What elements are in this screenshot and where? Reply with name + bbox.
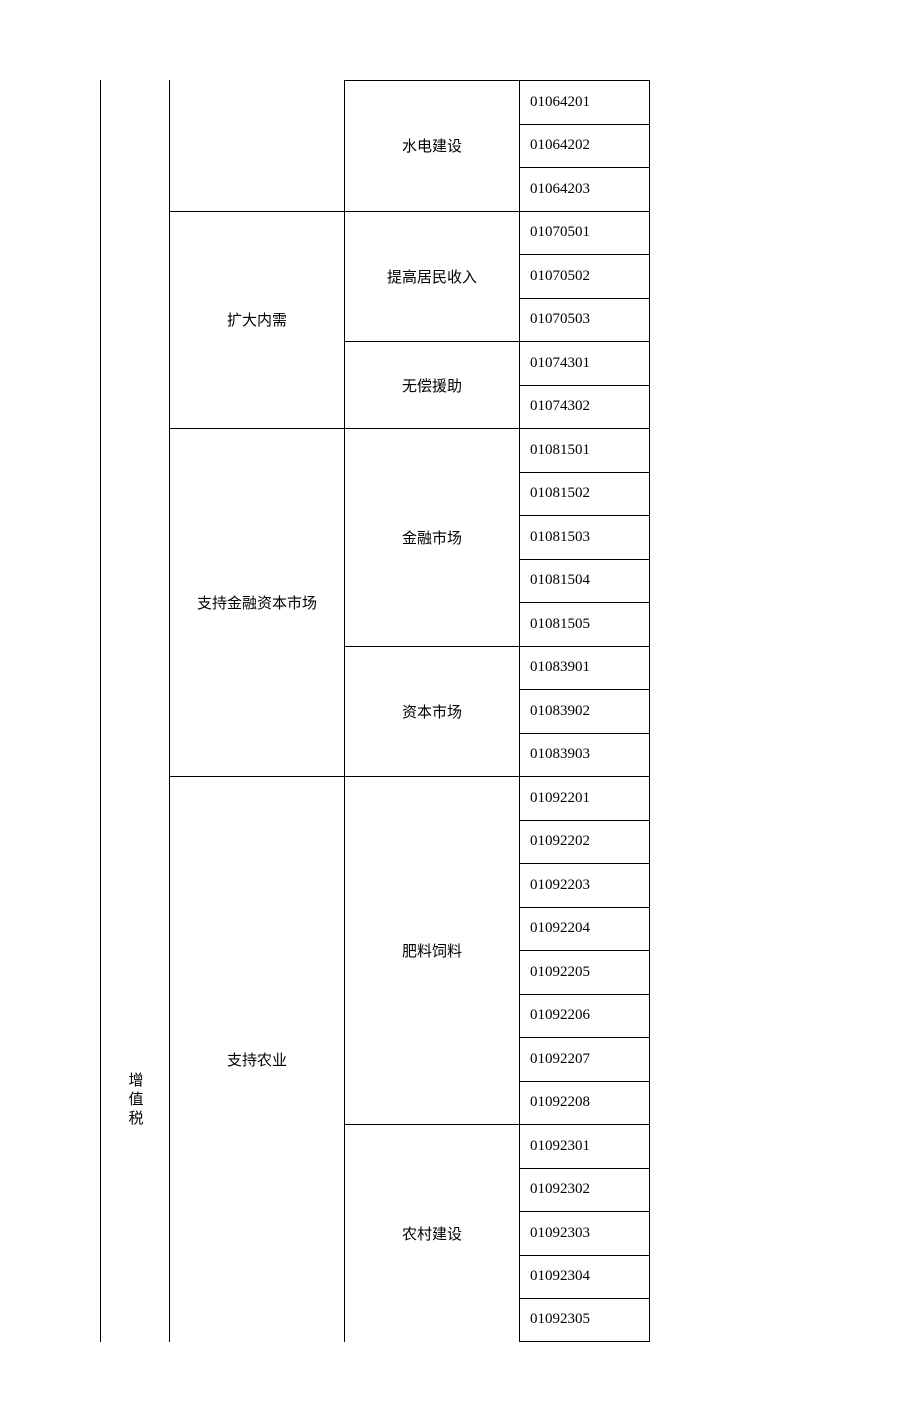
subcategory-label: 水电建设 [402, 135, 462, 156]
category-cell: 支持金融资本市场 [170, 428, 345, 776]
code-value: 01083901 [530, 659, 590, 676]
code-value: 01081502 [530, 485, 590, 502]
code-cell: 01092205 [520, 950, 650, 994]
category-label: 支持农业 [227, 1049, 287, 1070]
code-value: 01092301 [530, 1138, 590, 1155]
col3-subcategories: 水电建设 提高居民收入 无偿援助 金融市场 资本市场 肥料饲料 农村建设 [345, 80, 520, 1342]
subcategory-cell: 水电建设 [345, 80, 520, 211]
code-value: 01074301 [530, 355, 590, 372]
subcategory-cell: 提高居民收入 [345, 211, 520, 342]
subcategory-label: 提高居民收入 [387, 266, 477, 287]
col2-categories: 扩大内需 支持金融资本市场 支持农业 [170, 80, 345, 1342]
code-cell: 01081505 [520, 602, 650, 646]
code-cell: 01064201 [520, 80, 650, 124]
code-cell: 01092202 [520, 820, 650, 864]
code-value: 01092303 [530, 1225, 590, 1242]
subcategory-cell: 资本市场 [345, 646, 520, 777]
code-value: 01083903 [530, 746, 590, 763]
code-cell: 01083903 [520, 733, 650, 777]
code-value: 01083902 [530, 703, 590, 720]
code-cell: 01070503 [520, 298, 650, 342]
code-value: 01070503 [530, 311, 590, 328]
code-value: 01092203 [530, 877, 590, 894]
code-cell: 01092204 [520, 907, 650, 951]
code-value: 01070502 [530, 268, 590, 285]
code-cell: 01083902 [520, 689, 650, 733]
code-value: 01092202 [530, 833, 590, 850]
code-value: 01081501 [530, 442, 590, 459]
code-cell: 01081504 [520, 559, 650, 603]
code-cell: 01074301 [520, 341, 650, 385]
code-value: 01064203 [530, 181, 590, 198]
code-value: 01064202 [530, 137, 590, 154]
code-value: 01092201 [530, 790, 590, 807]
subcategory-cell: 肥料饲料 [345, 776, 520, 1124]
code-value: 01081505 [530, 616, 590, 633]
subcategory-cell: 农村建设 [345, 1124, 520, 1342]
subcategory-label: 资本市场 [402, 701, 462, 722]
code-value: 01070501 [530, 224, 590, 241]
code-cell: 01092301 [520, 1124, 650, 1168]
code-cell: 01070501 [520, 211, 650, 255]
code-cell: 01081501 [520, 428, 650, 472]
subcategory-label: 无偿援助 [402, 375, 462, 396]
code-value: 01081503 [530, 529, 590, 546]
code-cell: 01092208 [520, 1081, 650, 1125]
code-cell: 01070502 [520, 254, 650, 298]
hierarchical-table: 增值税 扩大内需 支持金融资本市场 支持农业 水电建设 提高居民收入 无偿援助 … [100, 80, 820, 1342]
code-cell: 01083901 [520, 646, 650, 690]
code-cell: 01092203 [520, 863, 650, 907]
subcategory-cell: 无偿援助 [345, 341, 520, 428]
category-label: 支持金融资本市场 [197, 592, 317, 613]
code-value: 01092304 [530, 1268, 590, 1285]
col4-codes: 01064201 01064202 01064203 01070501 0107… [520, 80, 650, 1342]
category-label: 扩大内需 [227, 309, 287, 330]
col1-tax-type: 增值税 [100, 80, 170, 1342]
category-cell: 支持农业 [170, 776, 345, 1342]
code-cell: 01092201 [520, 776, 650, 820]
code-cell: 01064203 [520, 167, 650, 211]
code-cell: 01092305 [520, 1298, 650, 1342]
code-value: 01092208 [530, 1094, 590, 1111]
code-value: 01074302 [530, 398, 590, 415]
code-value: 01092207 [530, 1051, 590, 1068]
subcategory-cell: 金融市场 [345, 428, 520, 646]
code-cell: 01092206 [520, 994, 650, 1038]
code-cell: 01092302 [520, 1168, 650, 1212]
code-value: 01092305 [530, 1311, 590, 1328]
code-value: 01092204 [530, 920, 590, 937]
code-cell: 01064202 [520, 124, 650, 168]
code-cell: 01092304 [520, 1255, 650, 1299]
code-cell: 01092303 [520, 1211, 650, 1255]
code-cell: 01081502 [520, 472, 650, 516]
code-cell: 01074302 [520, 385, 650, 429]
subcategory-label: 农村建设 [402, 1223, 462, 1244]
category-cell [170, 80, 345, 211]
tax-type-label: 增值税 [125, 1072, 146, 1129]
code-cell: 01081503 [520, 515, 650, 559]
code-value: 01064201 [530, 94, 590, 111]
code-value: 01092302 [530, 1181, 590, 1198]
subcategory-label: 肥料饲料 [402, 940, 462, 961]
code-cell: 01092207 [520, 1037, 650, 1081]
subcategory-label: 金融市场 [402, 527, 462, 548]
category-cell: 扩大内需 [170, 211, 345, 429]
code-value: 01092206 [530, 1007, 590, 1024]
code-value: 01081504 [530, 572, 590, 589]
code-value: 01092205 [530, 964, 590, 981]
